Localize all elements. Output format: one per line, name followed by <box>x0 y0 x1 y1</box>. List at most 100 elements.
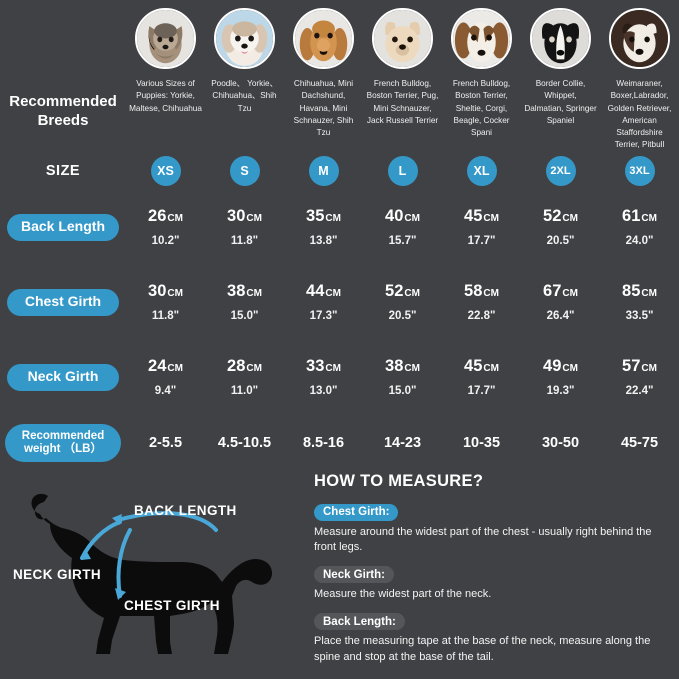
chest-girth-cell-3xl: 85CM 33.5" <box>600 265 679 340</box>
breed-text-xs: Various Sizes of Puppies: Yorkie, Maltes… <box>126 72 205 152</box>
back-length-cm-m-value: 35 <box>306 207 325 226</box>
unit-cm: CM <box>483 363 499 375</box>
chest-girth-cm-m: 44CM <box>306 282 341 301</box>
chest-girth-diagram-label: CHEST GIRTH <box>124 598 220 613</box>
back-length-label-cell: Back Length <box>0 190 126 265</box>
unit-cm: CM <box>246 363 262 375</box>
back-length-in-2xl: 20.5" <box>546 235 575 248</box>
unit-cm: CM <box>325 363 341 375</box>
size-cell-xl: XL <box>442 152 521 190</box>
chest-girth-arrow <box>115 588 126 600</box>
chest-girth-in-m: 17.3" <box>309 310 338 323</box>
back-length-cm-l: 40CM <box>385 207 420 226</box>
size-cell-xs: XS <box>126 152 205 190</box>
back-length-cm-m: 35CM <box>306 207 341 226</box>
neck-girth-cm-xl: 45CM <box>464 357 499 376</box>
unit-cm: CM <box>246 213 262 225</box>
neck-girth-label-cell: Neck Girth <box>0 340 126 415</box>
chest-girth-cell-l: 52CM 20.5" <box>363 265 442 340</box>
chest-girth-cell-xl: 58CM 22.8" <box>442 265 521 340</box>
dog-silhouette-svg <box>31 493 273 654</box>
neck-girth-cell-l: 38CM 15.0" <box>363 340 442 415</box>
chest-girth-in-s: 15.0" <box>230 310 259 323</box>
back-length-cell-xs: 26CM 10.2" <box>126 190 205 265</box>
back-length-cell-3xl: 61CM 24.0" <box>600 190 679 265</box>
size-cell-m: M <box>284 152 363 190</box>
recommended-weight-label: Recommended weight （LB） <box>5 423 121 462</box>
size-cell-3xl: 3XL <box>600 152 679 190</box>
size-badge-xl: XL <box>466 155 497 186</box>
back-length-in-l: 15.7" <box>388 235 417 248</box>
measure-tag-chest-girth: Chest Girth: <box>314 503 399 521</box>
dachshund-photo <box>293 8 354 69</box>
neck-girth-cm-3xl: 57CM <box>622 357 657 376</box>
weight-value-l: 14-23 <box>383 434 422 451</box>
back-length-in-s: 11.8" <box>230 235 259 248</box>
breed-photo-row <box>0 0 679 72</box>
neck-girth-in-l: 15.0" <box>388 385 417 398</box>
breed-text-2xl-value: Border Collie, Whippet, Dalmatian, Sprin… <box>524 79 597 125</box>
chest-girth-cm-m-value: 44 <box>306 282 325 301</box>
neck-girth-row: Neck Girth 24CM 9.4" 28CM 11.0" 33CM 13.… <box>0 340 679 415</box>
chest-girth-label-cell: Chest Girth <box>0 265 126 340</box>
neck-girth-cm-xs: 24CM <box>148 357 183 376</box>
unit-cm: CM <box>562 213 578 225</box>
neck-girth-arrow <box>81 550 91 560</box>
neck-girth-cm-l: 38CM <box>385 357 420 376</box>
yorkshire-terrier-photo <box>135 8 196 69</box>
french-bulldog-photo <box>372 8 433 69</box>
weight-value-m: 8.5-16 <box>302 434 345 451</box>
unit-cm: CM <box>483 288 499 300</box>
back-length-diagram-label: BACK LENGTH <box>134 503 237 518</box>
breed-text-3xl: Weimaraner, Boxer,Labrador, Golden Retri… <box>600 72 679 152</box>
unit-cm: CM <box>167 363 183 375</box>
shih-tzu-photo <box>214 8 275 69</box>
chest-girth-in-3xl: 33.5" <box>625 310 654 323</box>
chest-girth-cm-2xl: 67CM <box>543 282 578 301</box>
chest-girth-cell-2xl: 67CM 26.4" <box>521 265 600 340</box>
weight-value-2xl: 30-50 <box>541 434 580 451</box>
neck-girth-in-2xl: 19.3" <box>546 385 575 398</box>
chest-girth-cm-3xl-value: 85 <box>622 282 641 301</box>
back-length-cm-xl: 45CM <box>464 207 499 226</box>
neck-girth-in-m: 13.0" <box>309 385 338 398</box>
chest-girth-cm-3xl: 85CM <box>622 282 657 301</box>
breed-text-3xl-value: Weimaraner, Boxer,Labrador, Golden Retri… <box>607 79 672 150</box>
recommended-breeds-row: Recommended Breeds Various Sizes of Pupp… <box>0 72 679 152</box>
unit-cm: CM <box>641 213 657 225</box>
neck-girth-label: Neck Girth <box>7 363 119 391</box>
neck-girth-cell-s: 28CM 11.0" <box>205 340 284 415</box>
back-length-arrow <box>112 514 122 525</box>
back-length-cell-s: 30CM 11.8" <box>205 190 284 265</box>
neck-girth-cm-s: 28CM <box>227 357 262 376</box>
pitbull-photo <box>609 8 670 69</box>
unit-cm: CM <box>404 213 420 225</box>
unit-cm: CM <box>641 288 657 300</box>
back-length-cell-m: 35CM 13.8" <box>284 190 363 265</box>
measure-block-neck-girth: Neck Girth: Measure the widest part of t… <box>314 565 667 603</box>
neck-girth-cell-2xl: 49CM 19.3" <box>521 340 600 415</box>
unit-cm: CM <box>404 363 420 375</box>
bottom-section: BACK LENGTH NECK GIRTH CHEST GIRTH HOW T… <box>0 462 679 679</box>
neck-girth-in-s: 11.0" <box>230 385 259 398</box>
unit-cm: CM <box>641 363 657 375</box>
chest-girth-cell-xs: 30CM 11.8" <box>126 265 205 340</box>
photo-cell-s <box>205 0 284 72</box>
breed-text-m: Chihuahua, Mini Dachshund, Havana, Mini … <box>284 72 363 152</box>
unit-cm: CM <box>246 288 262 300</box>
photo-cell-2xl <box>521 0 600 72</box>
recommended-weight-label-cell: Recommended weight （LB） <box>0 415 126 471</box>
neck-girth-cm-xs-value: 24 <box>148 357 167 376</box>
back-length-cm-xs: 26CM <box>148 207 183 226</box>
chest-girth-in-xl: 22.8" <box>467 310 496 323</box>
breed-text-s: Poodle、 Yorkie、Chihuahua、Shih Tzu <box>205 72 284 152</box>
size-cell-l: L <box>363 152 442 190</box>
back-length-cm-3xl-value: 61 <box>622 207 641 226</box>
measure-text-neck-girth: Measure the widest part of the neck. <box>314 588 492 601</box>
neck-girth-diagram-label: NECK GIRTH <box>13 567 101 582</box>
chest-girth-cm-l: 52CM <box>385 282 420 301</box>
back-length-cell-xl: 45CM 17.7" <box>442 190 521 265</box>
measure-tag-neck-girth: Neck Girth: <box>314 566 394 584</box>
size-badge-xs: XS <box>150 155 181 186</box>
neck-girth-in-3xl: 22.4" <box>625 385 654 398</box>
